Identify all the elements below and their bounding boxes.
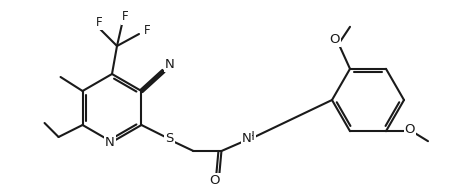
Text: O: O [209,175,219,188]
Text: F: F [144,23,150,36]
Text: F: F [121,11,128,23]
Text: N: N [164,57,174,70]
Text: N: N [241,132,251,146]
Text: N: N [105,136,115,148]
Text: F: F [95,16,102,28]
Text: O: O [404,123,414,136]
Text: O: O [329,33,339,46]
Text: H: H [245,131,254,143]
Text: S: S [165,132,173,146]
